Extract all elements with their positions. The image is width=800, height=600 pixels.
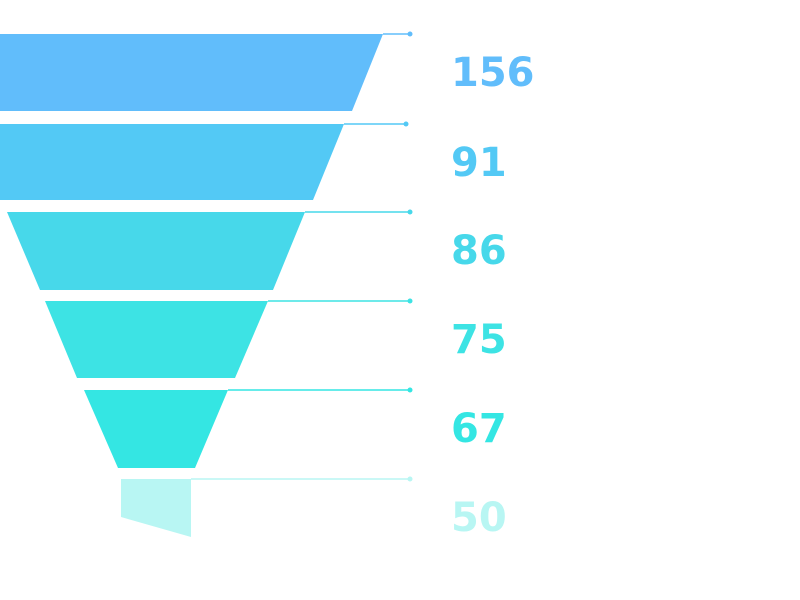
value-label: 50: [451, 495, 507, 541]
connector-dot: [407, 476, 413, 482]
funnel-segment: [0, 34, 383, 111]
funnel-segment: [45, 301, 268, 378]
funnel-segment: [121, 479, 191, 537]
connector-dot: [407, 387, 413, 393]
value-label: 91: [451, 140, 507, 186]
connector-dot: [407, 298, 413, 304]
value-label: 156: [451, 50, 535, 96]
funnel-segment: [7, 212, 305, 290]
connector-dot: [407, 31, 413, 37]
connector-dot: [407, 209, 413, 215]
value-label: 67: [451, 406, 507, 452]
funnel-segment: [84, 390, 228, 468]
funnel-segment: [0, 124, 344, 200]
value-label: 86: [451, 228, 507, 274]
connector-dot: [403, 121, 409, 127]
value-label: 75: [451, 317, 507, 363]
